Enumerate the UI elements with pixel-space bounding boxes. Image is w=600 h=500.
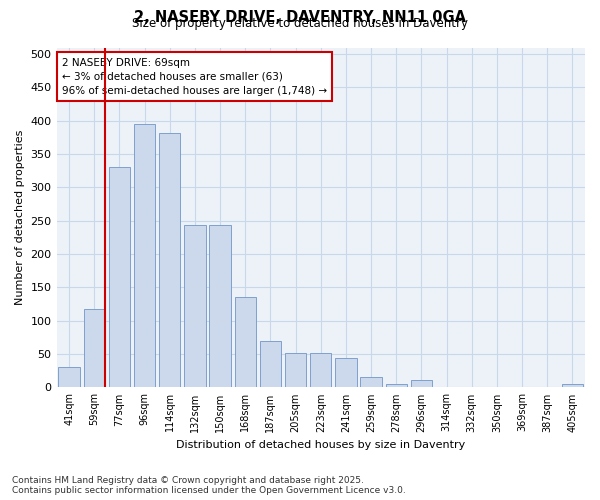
Bar <box>235 298 256 388</box>
X-axis label: Distribution of detached houses by size in Daventry: Distribution of detached houses by size … <box>176 440 466 450</box>
Bar <box>361 377 382 388</box>
Bar <box>285 354 307 388</box>
Text: 2, NASEBY DRIVE, DAVENTRY, NN11 0GA: 2, NASEBY DRIVE, DAVENTRY, NN11 0GA <box>134 10 466 25</box>
Text: 2 NASEBY DRIVE: 69sqm
← 3% of detached houses are smaller (63)
96% of semi-detac: 2 NASEBY DRIVE: 69sqm ← 3% of detached h… <box>62 58 327 96</box>
Bar <box>411 380 432 388</box>
Bar <box>134 124 155 388</box>
Bar <box>209 226 231 388</box>
Bar <box>310 354 331 388</box>
Bar <box>562 384 583 388</box>
Text: Contains HM Land Registry data © Crown copyright and database right 2025.
Contai: Contains HM Land Registry data © Crown c… <box>12 476 406 495</box>
Bar <box>386 384 407 388</box>
Bar <box>109 168 130 388</box>
Bar <box>184 226 206 388</box>
Bar <box>260 341 281 388</box>
Y-axis label: Number of detached properties: Number of detached properties <box>15 130 25 305</box>
Bar <box>83 309 105 388</box>
Bar <box>58 368 80 388</box>
Bar <box>335 358 356 388</box>
Bar <box>159 133 181 388</box>
Text: Size of property relative to detached houses in Daventry: Size of property relative to detached ho… <box>132 18 468 30</box>
